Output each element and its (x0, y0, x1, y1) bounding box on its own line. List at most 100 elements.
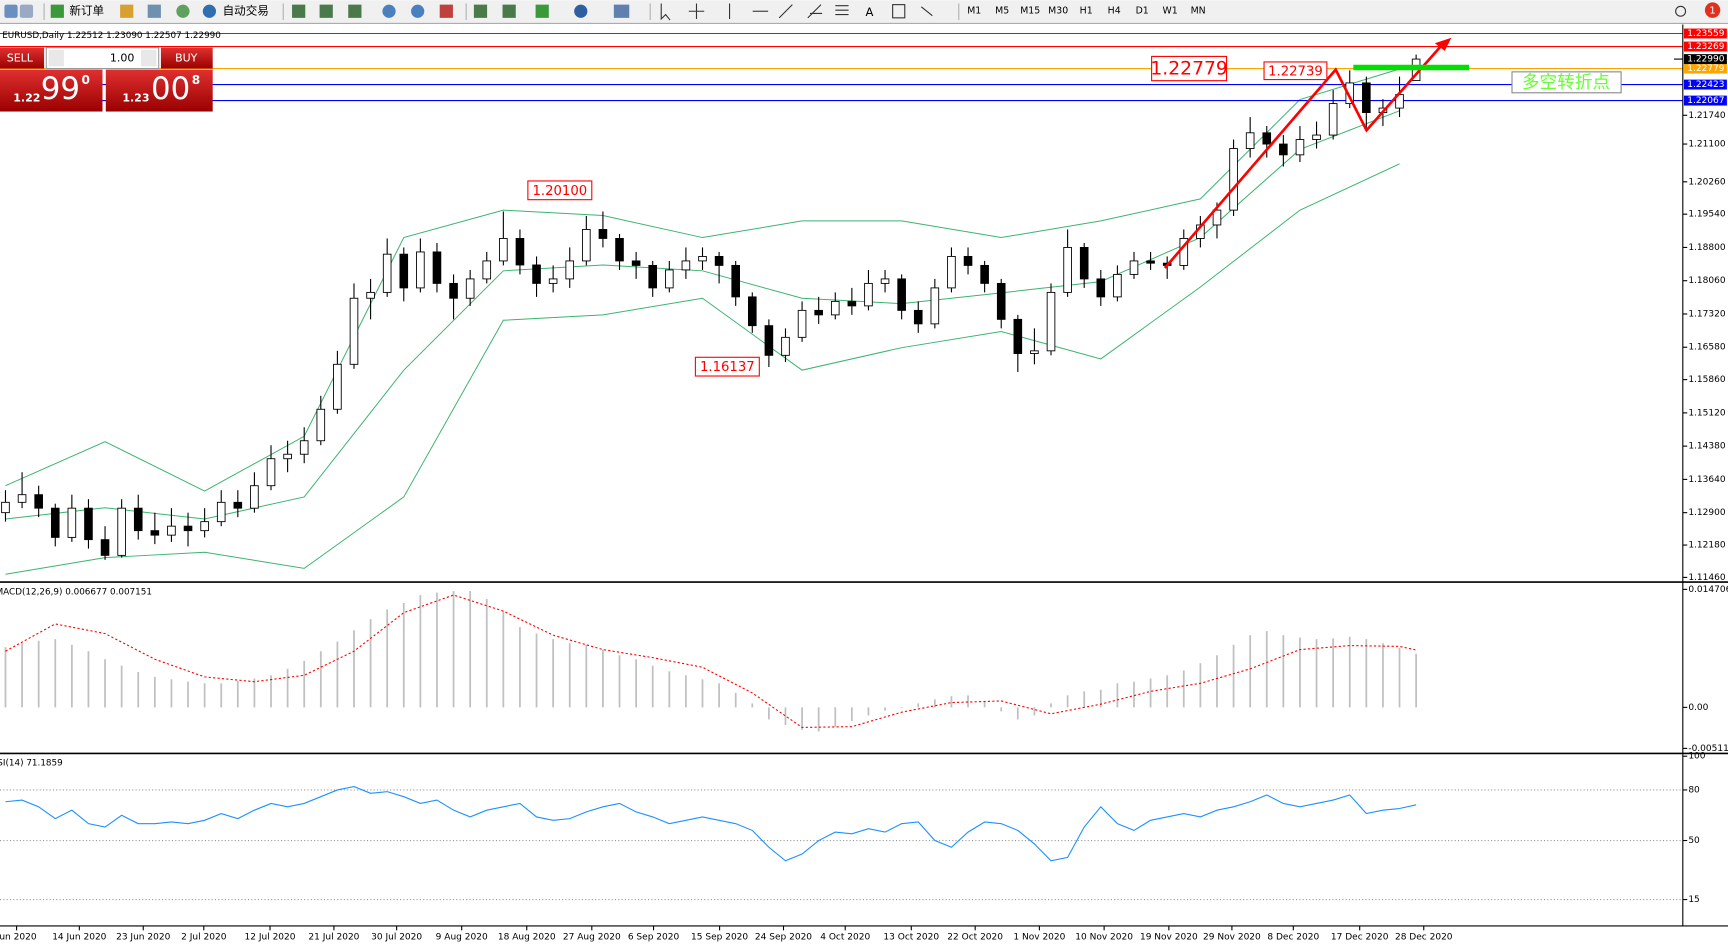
candle-body (880, 278, 890, 284)
icon[interactable] (502, 4, 516, 18)
icon-auto-trading[interactable] (202, 4, 216, 18)
timeframe-button[interactable]: M1 (967, 6, 981, 17)
candle-body (1262, 132, 1272, 145)
y-tick-label: 15 (1688, 895, 1699, 905)
y-tick-label: 1.15120 (1688, 408, 1726, 418)
y-tick-label: 1.13640 (1688, 475, 1726, 485)
icon-label[interactable] (892, 4, 906, 19)
candle-body (1046, 291, 1056, 352)
icon[interactable] (574, 4, 588, 18)
trend-arrow (1163, 43, 1444, 269)
buy-button[interactable] (160, 47, 213, 69)
icon[interactable] (473, 4, 488, 18)
level-label: 1.22779 (1687, 64, 1725, 74)
auto-trading-button[interactable]: 自动交易 (223, 4, 269, 18)
sell-label[interactable]: SELL (7, 52, 34, 65)
timeframe-button[interactable]: M30 (1048, 6, 1068, 17)
candle-body (1030, 350, 1039, 354)
icon-new-order[interactable] (50, 4, 64, 18)
candle-body (1212, 209, 1222, 226)
candle-body (665, 269, 674, 289)
icon-channel[interactable] (807, 4, 823, 19)
icon[interactable] (348, 4, 362, 18)
icon-search[interactable] (1675, 5, 1687, 17)
buy-label[interactable]: BUY (175, 52, 198, 65)
x-tick-label: 1 Nov 2020 (1013, 932, 1065, 942)
candle-body (897, 278, 906, 311)
timeframe-button[interactable]: H4 (1108, 6, 1121, 17)
timeframe-button[interactable]: H1 (1080, 6, 1093, 17)
level-label: 1.23269 (1687, 42, 1725, 52)
icon-text[interactable]: A (866, 5, 874, 19)
candle-body (1312, 134, 1321, 140)
candle-body (582, 229, 591, 262)
icon[interactable] (319, 4, 333, 18)
icon[interactable] (19, 4, 34, 18)
timeframe-button[interactable]: D1 (1136, 6, 1149, 17)
lot-down[interactable] (48, 49, 64, 67)
x-tick-label: 13 Oct 2020 (883, 932, 939, 942)
x-tick-label: 2 Jul 2020 (181, 932, 227, 942)
x-tick-label: 12 Jul 2020 (244, 932, 295, 942)
timeframe-button[interactable]: MN (1191, 6, 1206, 17)
rsi-header: RSI(14) 71.1859 (0, 758, 63, 768)
icon[interactable] (4, 4, 18, 18)
icon[interactable] (147, 4, 161, 18)
lot-value[interactable]: 1.00 (110, 52, 135, 65)
icon-zoom-out[interactable] (411, 4, 425, 18)
candle-body (1345, 82, 1355, 105)
x-tick-label: 21 Jul 2020 (308, 932, 359, 942)
lot-up[interactable] (141, 49, 157, 67)
candle-body (299, 440, 309, 455)
candle-body (399, 253, 409, 289)
candle-body (1079, 247, 1089, 280)
candle-body (1013, 318, 1023, 354)
icon-trendline[interactable] (778, 4, 793, 19)
icon[interactable] (292, 4, 306, 18)
candle-body (797, 309, 807, 338)
buy-price-box[interactable] (105, 69, 213, 112)
sell-price-box[interactable] (0, 69, 103, 112)
icon-crosshair[interactable] (688, 3, 705, 19)
candle-body (648, 264, 658, 289)
y-tick-label: 1.17320 (1688, 309, 1726, 319)
x-tick-label: 4 Oct 2020 (820, 932, 870, 942)
icon[interactable] (120, 4, 134, 18)
price-annotation: 1.22779 (1150, 59, 1227, 80)
notification-count: 1 (1709, 6, 1715, 17)
x-tick-label: 29 Nov 2020 (1203, 932, 1261, 942)
y-tick-label: 1.21100 (1688, 140, 1726, 150)
icon-arrows[interactable] (920, 6, 933, 17)
candle-body (366, 291, 375, 299)
x-tick-label: 9 Aug 2020 (436, 932, 488, 942)
candle-body (996, 282, 1006, 320)
candle-body (1295, 139, 1305, 156)
x-tick-label: 28 Dec 2020 (1395, 932, 1453, 942)
timeframe-button[interactable]: M15 (1020, 6, 1040, 17)
icon-zoom-in[interactable] (382, 4, 396, 18)
candle-body (17, 494, 27, 503)
candle-body (565, 260, 575, 280)
lot-input[interactable] (45, 47, 160, 70)
bollinger-lower (5, 163, 1400, 575)
new-order-button[interactable]: 新订单 (69, 4, 104, 18)
icon-cursor[interactable] (660, 3, 671, 21)
bollinger-upper (5, 68, 1400, 492)
candle-body (1279, 143, 1288, 156)
icon-fibo[interactable] (835, 5, 849, 16)
timeframe-button[interactable]: M5 (995, 6, 1009, 17)
candle-body (1063, 247, 1072, 293)
icon[interactable] (613, 4, 630, 18)
candle-body (864, 282, 873, 307)
sell-button[interactable] (0, 47, 45, 69)
notification-badge[interactable] (1704, 2, 1721, 18)
note-box (1511, 71, 1622, 94)
toolbar-icons: A (4, 2, 1721, 21)
candle-body (150, 530, 160, 536)
candle-body (731, 264, 740, 298)
icon[interactable] (176, 4, 190, 18)
icon[interactable] (439, 4, 453, 18)
timeframe-button[interactable]: W1 (1163, 6, 1178, 17)
icon[interactable] (535, 4, 549, 18)
